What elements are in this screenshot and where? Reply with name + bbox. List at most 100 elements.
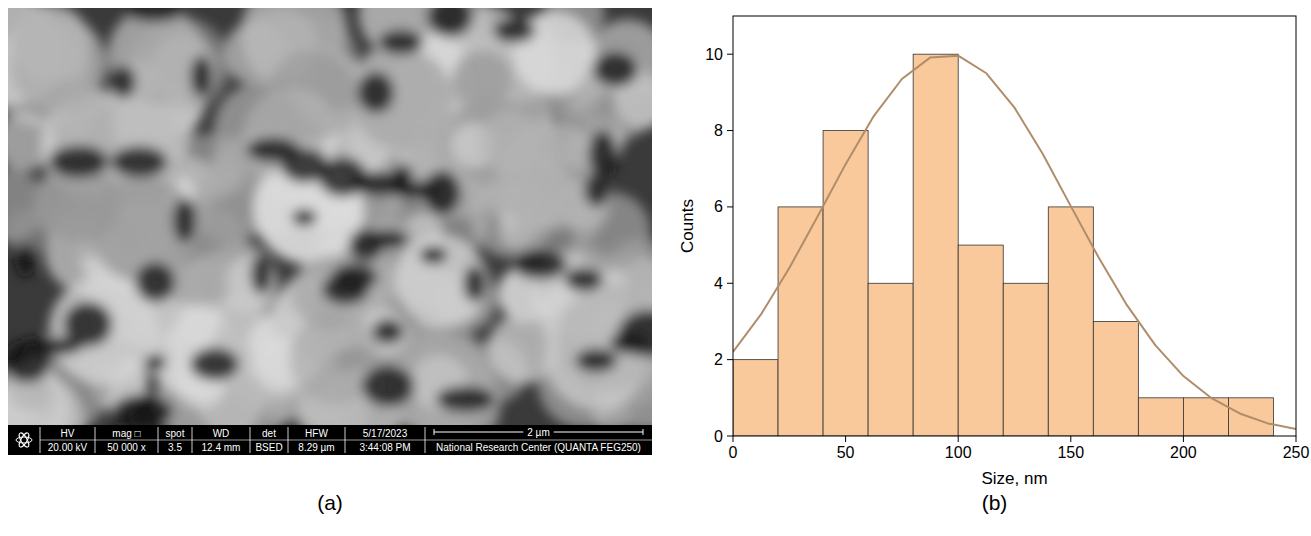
y-tick-label: 8 [714, 122, 723, 139]
x-tick [733, 436, 734, 442]
pore [565, 267, 604, 291]
plot-marks [733, 54, 1296, 436]
pore [512, 249, 567, 279]
pore [391, 181, 440, 199]
info-bar-background [8, 425, 652, 455]
page: HV20.00 kVmag □50 000 xspot3.5WD12.4 mmd… [0, 0, 1311, 536]
y-tick [727, 359, 733, 360]
info-bar: HV20.00 kVmag □50 000 xspot3.5WD12.4 mmd… [8, 425, 652, 455]
pore [322, 273, 369, 304]
info-value: 8.29 µm [298, 442, 334, 453]
pore [111, 146, 167, 177]
y-tick [727, 54, 733, 55]
pore [129, 396, 157, 425]
pore [135, 262, 175, 302]
x-tick-label: 200 [1170, 444, 1197, 461]
histogram-bar [1048, 207, 1093, 436]
info-label: WD [213, 428, 230, 439]
pore [362, 366, 415, 407]
panel-caption: (a) [317, 491, 343, 514]
x-tick-label: 100 [945, 444, 972, 461]
pore [427, 8, 473, 37]
particle [557, 284, 652, 390]
particle [150, 34, 219, 103]
logo [16, 432, 32, 449]
y-tick-label: 2 [714, 351, 723, 368]
particle [10, 8, 90, 83]
pore [463, 266, 486, 303]
histogram-panel: 0501001502002500246810Size, nmCounts [678, 16, 1309, 488]
pore [588, 131, 617, 177]
pore [124, 8, 185, 22]
particle [351, 48, 452, 149]
x-tick-label: 50 [837, 444, 855, 461]
pore [191, 56, 213, 97]
scale-bar-end [643, 429, 644, 435]
pore [358, 72, 394, 113]
y-tick-label: 10 [705, 46, 723, 63]
x-tick-label: 250 [1283, 444, 1310, 461]
pore [190, 348, 239, 381]
plot-frame [733, 16, 1296, 436]
scale-bar-end [434, 429, 435, 435]
panel-caption: (b) [982, 491, 1008, 514]
pore [173, 198, 196, 242]
y-tick-label: 6 [714, 198, 723, 215]
particle-layer [8, 8, 652, 425]
y-tick [727, 206, 733, 207]
pore [49, 145, 109, 177]
micrograph-background [8, 8, 652, 425]
pore [372, 319, 403, 344]
logo-orbit [16, 437, 32, 443]
x-tick [958, 436, 959, 442]
info-label: spot [166, 428, 185, 439]
y-tick-label: 0 [714, 428, 723, 445]
pore [378, 30, 423, 55]
particle [497, 122, 605, 230]
histogram-bar [913, 54, 958, 436]
particle [452, 50, 511, 109]
logo-orbit [17, 432, 30, 449]
x-tick [1070, 436, 1071, 442]
particle [544, 8, 604, 43]
scale-label-background [523, 426, 553, 438]
pore [8, 340, 51, 382]
fit-curve [733, 56, 1296, 429]
pore [420, 246, 448, 264]
histogram-bar [1003, 283, 1048, 436]
histogram-bar [823, 131, 868, 436]
histogram-bar [1093, 321, 1138, 436]
info-value: 12.4 mm [202, 442, 241, 453]
histogram-bar [1138, 398, 1183, 436]
y-tick [727, 130, 733, 131]
y-tick [727, 283, 733, 284]
pore [349, 229, 383, 262]
pore [493, 18, 535, 43]
pore [576, 349, 618, 373]
pore [593, 51, 638, 87]
info-label: HV [61, 428, 75, 439]
y-tick [727, 436, 733, 437]
info-value: 3.5 [168, 442, 182, 453]
x-tick [1296, 436, 1297, 442]
pore [584, 173, 609, 206]
particle [395, 234, 488, 327]
x-axis-title: Size, nm [981, 469, 1047, 488]
histogram-bar [778, 207, 823, 436]
info-value: 50 000 x [107, 442, 145, 453]
micrograph-image [8, 8, 652, 425]
pore [145, 354, 166, 371]
pore [292, 209, 317, 226]
pore [392, 165, 413, 185]
info-institution: National Research Center (QUANTA FEG250) [436, 442, 641, 453]
info-label: HFW [305, 428, 328, 439]
histogram-bar [733, 360, 778, 436]
x-tick-label: 150 [1057, 444, 1084, 461]
pore [15, 243, 35, 277]
scale-bar-label: 2 µm [527, 427, 549, 438]
info-value: 20.00 kV [48, 442, 88, 453]
particle [8, 112, 55, 172]
pore [436, 386, 495, 412]
pore [110, 65, 135, 98]
info-divider [425, 440, 652, 441]
